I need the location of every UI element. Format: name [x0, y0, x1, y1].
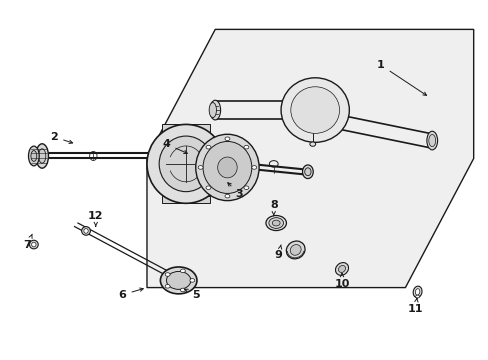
Ellipse shape — [412, 286, 421, 298]
Ellipse shape — [286, 241, 305, 259]
Text: 11: 11 — [407, 298, 422, 314]
Ellipse shape — [39, 149, 46, 163]
Ellipse shape — [31, 150, 37, 161]
Ellipse shape — [198, 166, 203, 169]
Ellipse shape — [217, 157, 237, 178]
Ellipse shape — [160, 267, 197, 294]
Polygon shape — [147, 30, 473, 288]
Ellipse shape — [32, 242, 36, 247]
Text: 1: 1 — [376, 60, 426, 95]
Ellipse shape — [165, 284, 170, 288]
Ellipse shape — [428, 134, 435, 147]
Ellipse shape — [426, 131, 437, 150]
Ellipse shape — [415, 295, 419, 298]
Ellipse shape — [28, 146, 39, 166]
Ellipse shape — [83, 229, 88, 233]
Ellipse shape — [189, 279, 194, 282]
Ellipse shape — [166, 271, 190, 289]
Ellipse shape — [304, 168, 310, 176]
Ellipse shape — [180, 288, 185, 292]
Text: 9: 9 — [274, 245, 282, 260]
Ellipse shape — [338, 265, 345, 273]
Polygon shape — [161, 196, 210, 203]
Text: 3: 3 — [227, 183, 243, 199]
Ellipse shape — [290, 244, 301, 255]
Ellipse shape — [147, 125, 224, 203]
Ellipse shape — [159, 136, 212, 192]
Ellipse shape — [205, 145, 210, 149]
Text: 10: 10 — [334, 273, 349, 289]
Ellipse shape — [205, 186, 210, 189]
Ellipse shape — [224, 194, 229, 198]
Ellipse shape — [272, 220, 280, 226]
Ellipse shape — [244, 186, 248, 189]
Ellipse shape — [414, 289, 419, 295]
Ellipse shape — [251, 166, 256, 169]
Ellipse shape — [209, 100, 220, 120]
Ellipse shape — [290, 87, 339, 134]
Text: 4: 4 — [162, 139, 187, 153]
Ellipse shape — [203, 141, 251, 193]
Ellipse shape — [335, 262, 348, 275]
Text: 12: 12 — [88, 211, 103, 226]
Ellipse shape — [29, 240, 38, 249]
Ellipse shape — [224, 137, 229, 140]
Ellipse shape — [265, 216, 286, 230]
Polygon shape — [161, 125, 210, 132]
Ellipse shape — [281, 78, 348, 142]
Ellipse shape — [302, 165, 313, 179]
Ellipse shape — [180, 269, 185, 273]
Text: 6: 6 — [119, 288, 143, 300]
Ellipse shape — [195, 134, 259, 201]
Ellipse shape — [244, 145, 248, 149]
Text: 7: 7 — [23, 234, 32, 249]
Ellipse shape — [165, 273, 170, 276]
Ellipse shape — [268, 218, 283, 228]
Ellipse shape — [81, 226, 90, 235]
Ellipse shape — [309, 142, 315, 146]
Text: 5: 5 — [184, 289, 199, 300]
Ellipse shape — [36, 144, 48, 168]
Ellipse shape — [209, 103, 216, 118]
Text: 2: 2 — [50, 132, 72, 144]
Text: 8: 8 — [269, 200, 277, 216]
